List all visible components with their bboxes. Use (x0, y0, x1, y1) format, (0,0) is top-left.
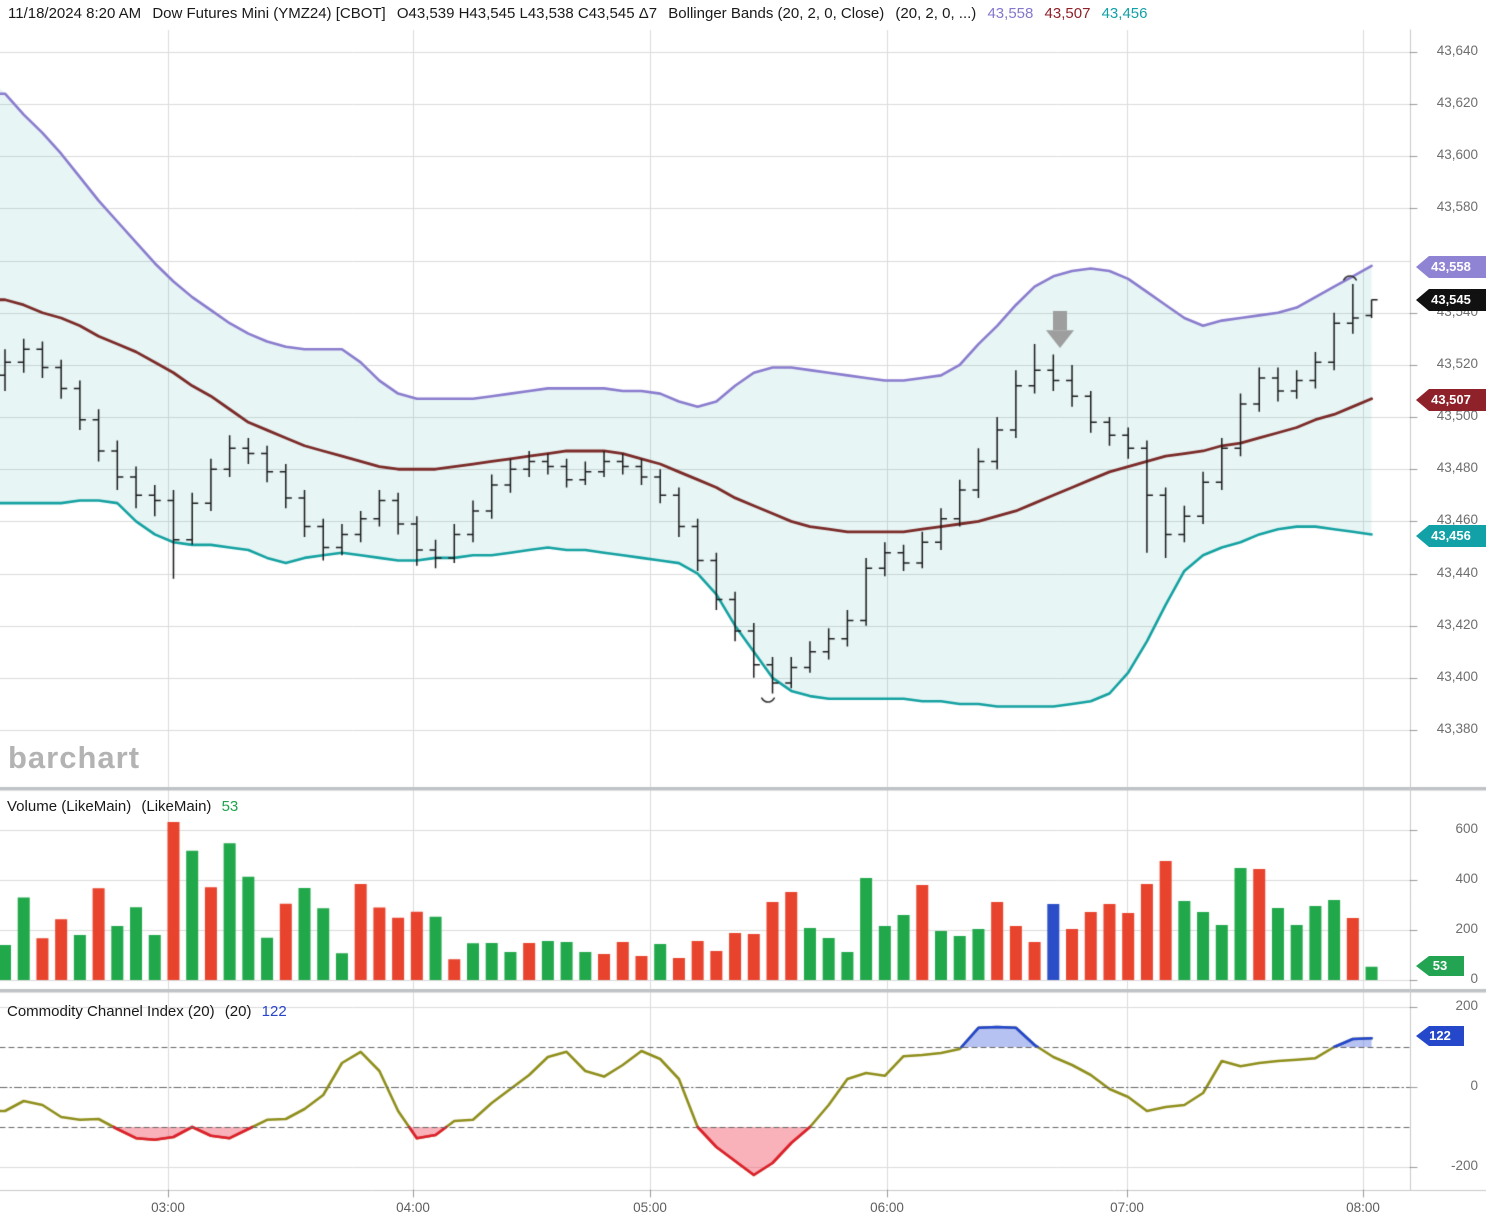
price-axis-label: 43,480 (1436, 460, 1478, 476)
volume-axis-label: 0 (1470, 971, 1478, 986)
quote-ohlc: O43,539 H43,545 L43,538 C43,545 Δ7 (396, 5, 658, 22)
cci-panel-title: Commodity Channel Index (20) (20) 122 (7, 1003, 293, 1020)
time-axis-label: 03:00 (151, 1200, 185, 1215)
bb-lower-value: 43,456 (1101, 5, 1148, 22)
cci-axis-label: -200 (1450, 1158, 1478, 1173)
bb-middle-value: 43,507 (1044, 5, 1091, 22)
price-axis-label: 43,400 (1436, 668, 1478, 684)
cci-axis-label: 0 (1470, 1078, 1478, 1093)
price-axis-label: 43,380 (1436, 721, 1478, 736)
price-axis-label: 43,620 (1436, 95, 1478, 111)
price-axis-label: 43,420 (1436, 616, 1478, 632)
study-label: Bollinger Bands (20, 2, 0, Close) (668, 5, 885, 22)
volume-params: (LikeMain) (141, 798, 212, 815)
time-axis-label: 06:00 (870, 1200, 904, 1215)
cci-axis-label: 200 (1455, 998, 1478, 1013)
time-axis-label: 08:00 (1346, 1200, 1380, 1215)
cci-current-value: 122 (261, 1003, 287, 1020)
time-axis-label: 04:00 (396, 1200, 430, 1215)
price-axis-label: 43,600 (1436, 147, 1478, 163)
price-axis-label: 43,640 (1436, 43, 1478, 58)
bb-upper-badge: 43,558 (1416, 256, 1486, 278)
barchart-watermark: barchart (8, 740, 141, 775)
price-axis-label: 43,460 (1436, 512, 1478, 528)
volume-current-value: 53 (221, 798, 239, 815)
price-axis-label: 43,520 (1436, 355, 1478, 371)
volume-axis-label: 400 (1455, 871, 1478, 886)
price-axis-label: 43,580 (1436, 199, 1478, 215)
volume-title: Volume (LikeMain) (7, 798, 132, 815)
price-axis-label: 43,440 (1436, 564, 1478, 580)
quote-datetime: 11/18/2024 8:20 AM (8, 5, 142, 22)
bb-middle-badge: 43,507 (1416, 389, 1486, 411)
time-axis-label: 05:00 (633, 1200, 667, 1215)
cci-params: (20) (224, 1003, 252, 1020)
volume-badge: 53 (1416, 956, 1464, 976)
chart-header: 11/18/2024 8:20 AM Dow Futures Mini (YMZ… (8, 5, 1154, 22)
volume-axis-label: 200 (1455, 921, 1478, 936)
cci-badge: 122 (1416, 1026, 1464, 1046)
volume-axis-label: 600 (1455, 821, 1478, 836)
last-price-badge: 43,545 (1416, 289, 1486, 311)
bb-upper-value: 43,558 (987, 5, 1034, 22)
volume-panel-title: Volume (LikeMain) (LikeMain) 53 (7, 798, 244, 815)
symbol-title: Dow Futures Mini (YMZ24) [CBOT] (152, 5, 386, 22)
study-params: (20, 2, 0, ...) (895, 5, 977, 22)
bb-lower-badge: 43,456 (1416, 525, 1486, 547)
time-axis-label: 07:00 (1110, 1200, 1144, 1215)
cci-title: Commodity Channel Index (20) (7, 1003, 215, 1020)
price-axis-label: 43,500 (1436, 408, 1478, 424)
